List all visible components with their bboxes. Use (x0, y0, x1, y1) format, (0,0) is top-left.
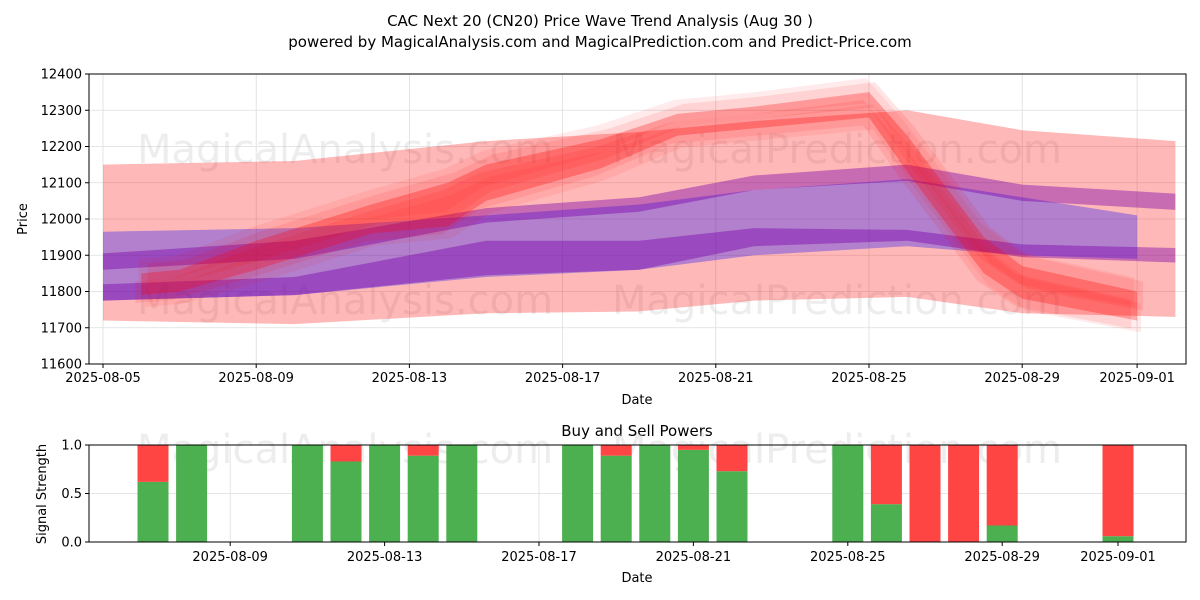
power-bars (137, 445, 1134, 542)
price-y-tick-label: 12000 (41, 213, 82, 228)
price-y-tick-label: 11700 (41, 321, 82, 336)
sell-bar-2025-08-22 (716, 445, 748, 472)
buy-bar-2025-08-21 (677, 449, 709, 542)
power-x-tick-label: 2025-08-21 (656, 550, 732, 565)
buy-bar-2025-08-07 (137, 481, 169, 542)
power-y-tick-label: 0.0 (61, 536, 82, 551)
sell-bar-2025-08-12 (330, 445, 362, 462)
sell-bar-2025-08-07 (137, 445, 169, 482)
buy-bar-2025-08-12 (330, 461, 362, 542)
power-x-label: Date (621, 571, 652, 586)
buy-bar-2025-08-14 (407, 455, 439, 542)
price-x-tick-label: 2025-09-01 (1099, 371, 1175, 386)
price-x-tick-label: 2025-08-29 (984, 371, 1060, 386)
watermark-prediction-bottom: MagicalPrediction.com (612, 278, 1062, 324)
buy-bar-2025-08-11 (291, 445, 323, 542)
buy-bar-2025-08-29 (986, 525, 1018, 542)
power-x-ticks: 2025-08-09 2025-08-13 2025-08-17 2025-08-21… (192, 542, 1156, 565)
buy-bar-2025-08-08 (176, 445, 208, 542)
buy-bar-2025-08-20 (639, 445, 671, 542)
watermark-analysis-bottom: MagicalAnalysis.com (137, 278, 553, 324)
power-x-tick-label: 2025-08-29 (964, 550, 1040, 565)
price-x-tick-label: 2025-08-25 (831, 371, 907, 386)
price-y-tick-label: 12100 (41, 176, 82, 191)
buy-bar-2025-08-25 (832, 445, 864, 542)
power-x-tick-label: 2025-08-13 (347, 550, 423, 565)
power-y-tick-label: 1.0 (61, 439, 82, 454)
price-band-4 (141, 92, 1138, 321)
price-y-tick-label: 12400 (41, 68, 82, 83)
price-x-tick-label: 2025-08-17 (525, 371, 601, 386)
buy-bar-2025-09-01 (1102, 536, 1134, 542)
price-band-echo-4-0 (135, 100, 1132, 329)
buy-bar-2025-08-18 (562, 445, 594, 542)
power-x-tick-label: 2025-08-09 (192, 550, 268, 565)
price-band-0 (103, 110, 1176, 325)
price-band-echo-4-1 (147, 82, 1144, 311)
buy-bar-2025-08-22 (716, 471, 748, 542)
power-chart-title: Buy and Sell Powers (561, 422, 713, 440)
power-y-ticks: 0.0 0.5 1.0 (61, 439, 89, 551)
price-y-tick-label: 11800 (41, 285, 82, 300)
sell-bar-2025-08-14 (407, 445, 439, 456)
power-y-tick-label: 0.5 (61, 487, 82, 502)
price-y-label: Price (16, 203, 31, 235)
sell-bar-2025-08-21 (677, 445, 709, 450)
buy-bar-2025-08-26 (870, 504, 902, 542)
sell-bar-2025-08-29 (986, 445, 1018, 526)
price-band-3 (103, 228, 1176, 301)
price-y-tick-label: 11900 (41, 249, 82, 264)
price-x-label: Date (621, 393, 652, 408)
buy-bar-2025-08-19 (600, 455, 632, 542)
power-y-label: Signal Strength (35, 444, 50, 544)
sell-bar-2025-08-19 (600, 445, 632, 456)
price-bands (103, 78, 1176, 333)
price-x-ticks: 2025-08-05 2025-08-09 2025-08-13 2025-08-17… (65, 364, 1175, 386)
buy-bar-2025-08-15 (446, 445, 478, 542)
watermark-analysis-top: MagicalAnalysis.com (137, 127, 553, 173)
sell-bar-2025-08-26 (870, 445, 902, 505)
price-watermarks: MagicalAnalysis.com MagicalPrediction.co… (137, 127, 1062, 324)
power-x-tick-label: 2025-08-17 (501, 550, 577, 565)
price-y-tick-label: 12300 (41, 104, 82, 119)
price-x-tick-label: 2025-08-21 (678, 371, 754, 386)
price-x-tick-label: 2025-08-13 (372, 371, 448, 386)
price-band-1 (103, 179, 1138, 301)
buy-bar-2025-08-13 (369, 445, 401, 542)
price-x-tick-label: 2025-08-05 (65, 371, 141, 386)
price-y-tick-label: 11600 (41, 358, 82, 373)
price-band-echo-4-2 (138, 78, 1135, 307)
chart-subtitle: powered by MagicalAnalysis.com and Magic… (288, 33, 912, 51)
power-chart: Buy and Sell Powers MagicalAnalysis.com … (35, 422, 1187, 586)
watermark-prediction-top: MagicalPrediction.com (612, 127, 1062, 173)
price-y-tick-label: 12200 (41, 140, 82, 155)
price-chart: MagicalAnalysis.com MagicalPrediction.co… (16, 68, 1187, 408)
price-band-echo-4-3 (145, 104, 1142, 333)
price-y-ticks: 11600 11700 11800 11900 12000 12100 12200 12300… (41, 68, 89, 373)
chart-title: CAC Next 20 (CN20) Price Wave Trend Anal… (387, 12, 813, 30)
sell-bar-2025-08-28 (948, 445, 980, 542)
power-x-tick-label: 2025-09-01 (1080, 550, 1156, 565)
power-x-tick-label: 2025-08-25 (810, 550, 886, 565)
sell-bar-2025-08-27 (909, 445, 941, 542)
sell-bar-2025-09-01 (1102, 445, 1134, 537)
price-band-2 (103, 164, 1176, 270)
price-x-tick-label: 2025-08-09 (218, 371, 294, 386)
